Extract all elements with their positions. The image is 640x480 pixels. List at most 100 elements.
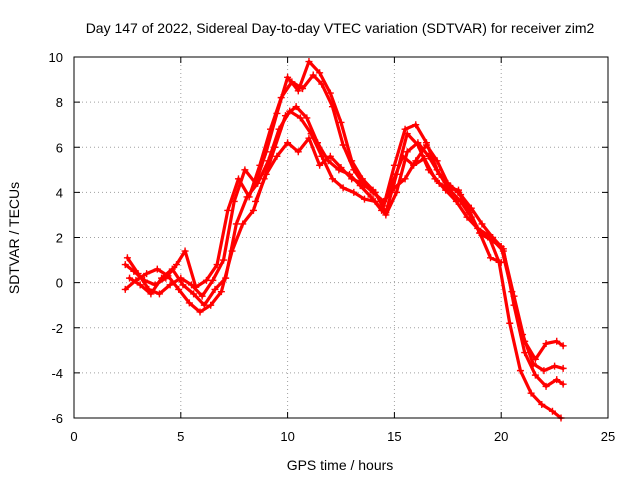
data-point [143,270,151,278]
data-point [463,213,471,221]
data-point [414,139,422,147]
data-point [209,276,217,284]
y-tick-label: 8 [56,95,63,110]
data-point [262,148,270,156]
data-point [431,175,439,183]
data-point [217,288,225,296]
data-point [442,186,450,194]
data-point [420,155,428,163]
data-point [296,114,304,122]
data-point [499,245,507,253]
data-point [506,319,514,327]
data-point [360,195,368,203]
data-point [168,265,176,273]
data-point [559,364,567,372]
data-point [337,164,345,172]
data-point [348,175,356,183]
data-point [136,281,144,289]
data-point [185,299,193,307]
data-point [337,118,345,126]
data-point [559,380,567,388]
data-point [380,197,388,205]
data-point [487,254,495,262]
data-point [465,206,473,214]
data-point [190,290,198,298]
data-point [538,400,546,408]
data-point [326,89,334,97]
data-point [243,193,251,201]
data-point [542,340,550,348]
data-point [433,157,441,165]
data-point [369,188,377,196]
data-point [454,188,462,196]
y-tick-label: -2 [51,321,63,336]
data-point [294,87,302,95]
x-tick-label: 15 [387,429,401,444]
data-point [303,114,311,122]
data-point [476,229,484,237]
data-point [134,270,142,278]
axis-ticks [73,56,609,419]
data-point [367,193,375,201]
data-point [425,152,433,160]
data-point [202,276,210,284]
data-point [239,220,247,228]
data-point [516,367,524,375]
data-point [531,371,539,379]
data-point [181,247,189,255]
data-point [452,197,460,205]
data-point [497,258,505,266]
data-point [179,281,187,289]
data-point [228,247,236,255]
data-point [273,152,281,160]
data-point [422,141,430,149]
data-point [305,58,313,66]
data-point [390,161,398,169]
series-line [127,109,565,388]
data-traces [121,58,567,422]
data-point [271,143,279,151]
data-point [401,125,409,133]
data-point [358,179,366,187]
y-axis-tick-labels: -6 -4 -2 0 2 4 6 8 10 [49,50,63,426]
data-point [382,211,390,219]
data-point [309,71,317,79]
data-point [328,175,336,183]
series-line [254,136,503,264]
data-point [252,197,260,205]
series-line [125,59,565,373]
data-point [401,175,409,183]
data-point [388,179,396,187]
data-point [249,206,257,214]
data-point [262,170,270,178]
data-point [198,292,206,300]
data-point [284,139,292,147]
x-tick-label: 10 [280,429,294,444]
data-point [158,274,166,282]
data-point [412,121,420,129]
y-tick-label: 6 [56,140,63,155]
data-point [254,179,262,187]
y-tick-label: -6 [51,411,63,426]
data-point [232,220,240,228]
data-point [314,139,322,147]
data-point [527,389,535,397]
series-track-5 [252,134,505,266]
data-point [292,103,300,111]
data-point [121,285,129,293]
x-tick-label: 25 [601,429,615,444]
data-point [553,337,561,345]
data-point [132,276,140,284]
data-point [273,109,281,117]
y-tick-label: -4 [51,366,63,381]
data-point [484,231,492,239]
data-point [510,301,518,309]
data-point [403,148,411,156]
y-tick-label: 10 [49,50,63,65]
series-track-1 [121,71,567,363]
data-point [294,148,302,156]
data-point [241,166,249,174]
data-point [393,188,401,196]
data-point [230,197,238,205]
